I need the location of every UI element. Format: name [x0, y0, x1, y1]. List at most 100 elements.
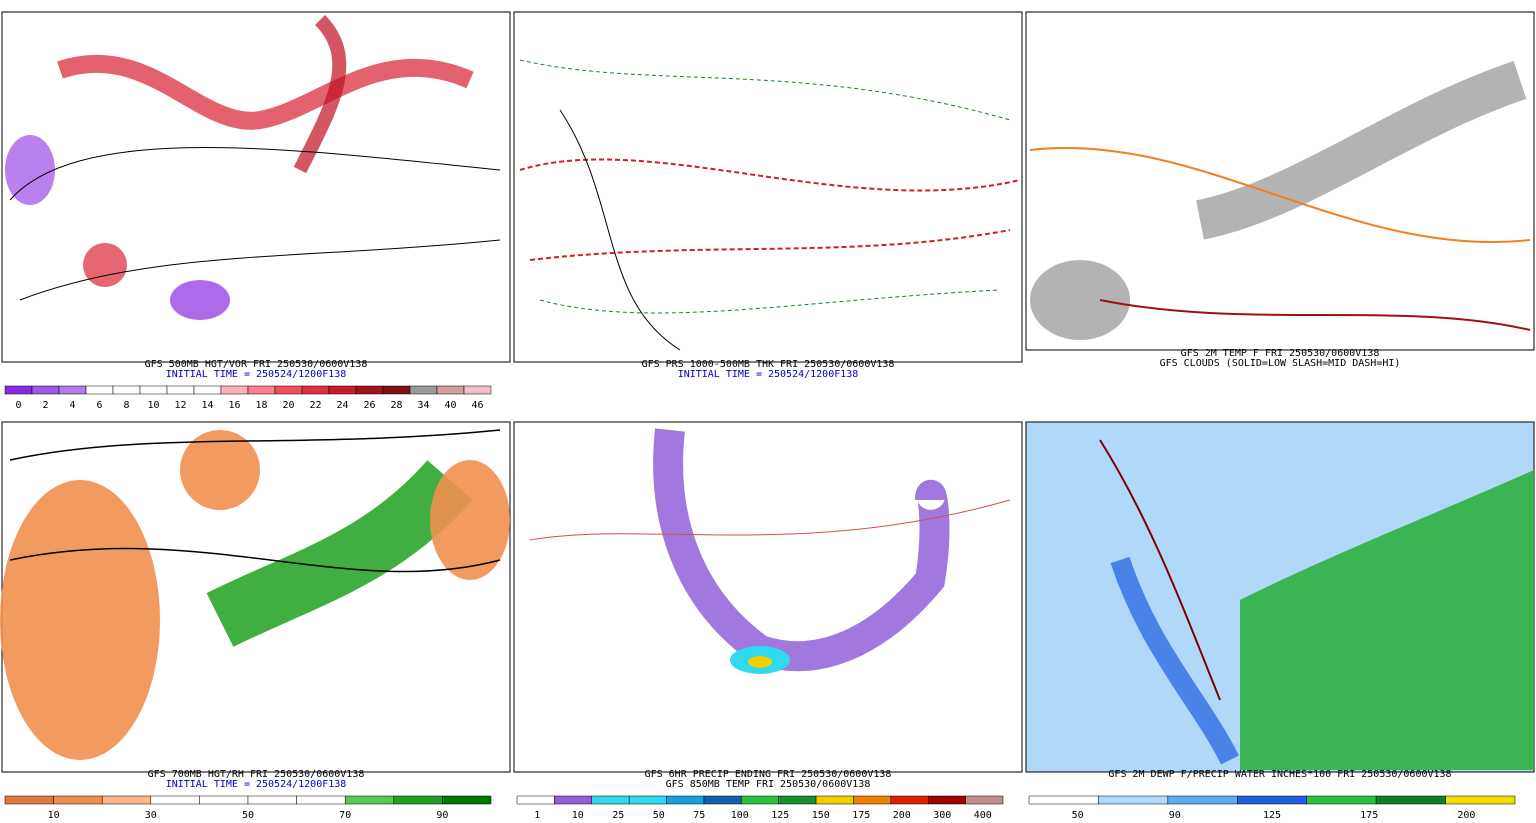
colorbar-segment — [1098, 795, 1169, 805]
colorbar-label: 70 — [339, 810, 351, 819]
colorbar-segment — [1237, 795, 1307, 805]
colorbar-segment — [666, 795, 705, 805]
colorbar-segment — [1167, 795, 1238, 805]
colorbar-segment — [166, 385, 195, 395]
colorbar-label: 200 — [1457, 810, 1475, 819]
colorbar-label: 10 — [48, 810, 60, 819]
caption: INITIAL TIME = 250524/1200F138 — [166, 779, 347, 790]
colorbar-segment — [703, 795, 742, 805]
colorbar-segment — [382, 385, 411, 395]
caption: GFS CLOUDS (SOLID=LOW SLASH=MID DASH=HI) — [1160, 358, 1401, 369]
colorbar-segment — [344, 795, 395, 805]
colorbar-segment — [516, 795, 555, 805]
colorbar-segment — [1445, 795, 1516, 805]
colorbar-segment — [328, 385, 357, 395]
colorbar-label: 8 — [123, 400, 129, 411]
caption: GFS 700MB HGT/RH FRI 250530/0600V138 — [148, 769, 365, 780]
caption: GFS 2M TEMP F FRI 250530/0600V138 — [1181, 348, 1380, 359]
colorbar-label: 20 — [282, 400, 294, 411]
colorbar-label: 16 — [228, 400, 240, 411]
caption: GFS 6HR PRECIP ENDING FRI 250530/0600V13… — [645, 769, 892, 780]
map-thickness — [513, 11, 1023, 363]
colorbar-segment — [247, 385, 276, 395]
colorbar-segment — [591, 795, 630, 805]
colorbar-label: 50 — [242, 810, 254, 819]
colorbar-segment — [150, 795, 200, 805]
colorbar-segment — [53, 795, 103, 805]
colorbar-segment — [274, 385, 303, 395]
colorbar-segment — [554, 795, 593, 805]
colorbar-label: 22 — [309, 400, 321, 411]
colorbar-segment — [4, 385, 33, 395]
colorbar-segment — [1375, 795, 1446, 805]
colorbar-segment — [815, 795, 854, 805]
map-precip — [513, 421, 1023, 773]
caption: GFS 500MB HGT/VOR FRI 250530/0600V138 — [145, 359, 368, 370]
colorbar-segment — [778, 795, 817, 805]
map-500mb — [1, 11, 511, 363]
colorbar-segment — [101, 795, 152, 805]
colorbar-segment — [927, 795, 966, 805]
colorbar-segment — [199, 795, 249, 805]
colorbar-label: 100 — [731, 810, 749, 819]
colorbar-segment — [220, 385, 249, 395]
colorbar-label: 4 — [69, 400, 75, 411]
colorbar-label: 90 — [1169, 810, 1181, 819]
map-700mb — [0, 421, 511, 773]
colorbar-label: 34 — [417, 400, 429, 411]
colorbar-segment — [58, 385, 87, 395]
colorbar-segment — [193, 385, 222, 395]
caption: INITIAL TIME = 250524/1200F138 — [678, 369, 859, 380]
colorbar-segment — [853, 795, 892, 805]
colorbar-label: 90 — [436, 810, 448, 819]
colorbar-label: 200 — [893, 810, 911, 819]
caption: GFS 850MB TEMP FRI 250530/0600V138 — [666, 779, 871, 790]
colorbar-segment — [112, 385, 141, 395]
colorbar-label: 2 — [42, 400, 48, 411]
caption: GFS PRS 1000-500MB THK FRI 250530/0600V1… — [642, 359, 895, 370]
colorbar-segment — [1306, 795, 1377, 805]
colorbar-segment — [436, 385, 465, 395]
colorbar-segment — [296, 795, 346, 805]
colorbar-label: 150 — [812, 810, 830, 819]
colorbar-label: 40 — [444, 400, 456, 411]
colorbar-label: 12 — [174, 400, 186, 411]
colorbar-label: 28 — [390, 400, 402, 411]
colorbar-segment — [393, 795, 443, 805]
colorbar-segment — [463, 385, 492, 395]
colorbar-label: 30 — [145, 810, 157, 819]
colorbar-label: 300 — [933, 810, 951, 819]
colorbar-segment — [409, 385, 438, 395]
colorbar-label: 1 — [534, 810, 540, 819]
colorbar-segment — [741, 795, 779, 805]
colorbar-label: 0 — [15, 400, 21, 411]
colorbar-label: 75 — [693, 810, 705, 819]
colorbar-segment — [890, 795, 929, 805]
colorbar-label: 125 — [1263, 810, 1281, 819]
caption: GFS 2M DEWP F/PRECIP WATER INCHES*100 FR… — [1108, 769, 1451, 780]
colorbar-label: 25 — [612, 810, 624, 819]
colorbar-label: 10 — [572, 810, 584, 819]
map-2m-temp — [1025, 11, 1535, 351]
colorbar-label: 14 — [201, 400, 213, 411]
colorbar-segment — [355, 385, 384, 395]
colorbar-label: 46 — [471, 400, 483, 411]
colorbar-label: 18 — [255, 400, 267, 411]
colorbar-label: 175 — [1360, 810, 1378, 819]
colorbar-label: 400 — [974, 810, 992, 819]
colorbar-segment — [628, 795, 667, 805]
colorbar-segment — [4, 795, 54, 805]
colorbar-segment — [442, 795, 492, 805]
colorbar-label: 24 — [336, 400, 348, 411]
colorbar-segment — [965, 795, 1004, 805]
colorbar-label: 26 — [363, 400, 375, 411]
map-dewpoint — [1025, 421, 1535, 773]
colorbar-label: 175 — [852, 810, 870, 819]
caption: INITIAL TIME = 250524/1200F138 — [166, 369, 347, 380]
colorbar-segment — [139, 385, 168, 395]
colorbar-segment — [31, 385, 60, 395]
colorbar-label: 50 — [1072, 810, 1084, 819]
colorbar-label: 50 — [653, 810, 665, 819]
colorbar-segment — [85, 385, 114, 395]
